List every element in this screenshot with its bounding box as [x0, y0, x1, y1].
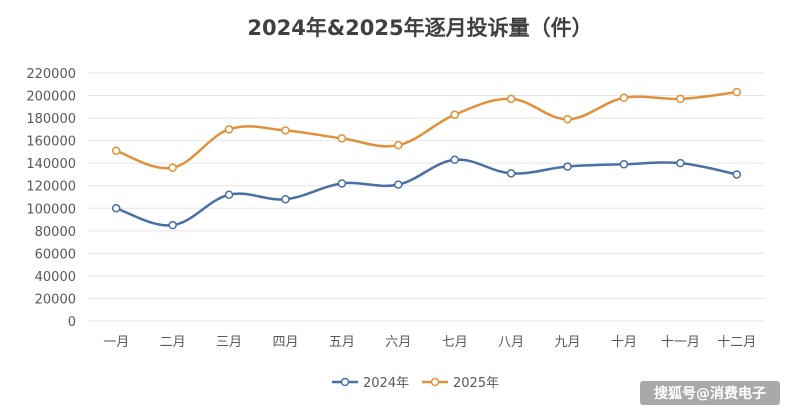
series-layer	[111, 87, 742, 230]
legend: 2024年 2025年	[332, 376, 499, 391]
gridlines	[88, 72, 765, 322]
series-line	[114, 90, 739, 170]
data-point	[563, 114, 572, 124]
data-point	[337, 179, 347, 188]
data-point	[676, 94, 685, 104]
x-tick-label: 五月	[329, 335, 355, 350]
y-tick-label: 220000	[26, 67, 76, 82]
x-tick-label: 十月	[611, 335, 637, 350]
watermark-text: 搜狐号@消费电子	[654, 385, 766, 402]
data-point	[281, 195, 290, 204]
data-point	[394, 140, 403, 150]
data-point	[450, 155, 459, 165]
y-tick-label: 140000	[26, 157, 76, 172]
series-1	[111, 155, 742, 230]
data-point	[619, 93, 629, 103]
y-tick-label: 120000	[26, 180, 76, 195]
x-tick-label: 十二月	[717, 335, 756, 350]
data-point	[732, 87, 742, 97]
y-tick-label: 180000	[26, 112, 76, 127]
data-point	[563, 162, 572, 171]
data-point	[732, 170, 742, 179]
x-tick-label: 二月	[160, 335, 186, 350]
y-tick-label: 160000	[26, 135, 76, 150]
y-tick-label: 80000	[35, 225, 76, 240]
x-axis: 一月 二月 三月 四月 五月 六月 七月 八月 九月 十月 十一月 十二月	[103, 335, 756, 350]
y-tick-label: 60000	[35, 247, 76, 262]
legend-swatch-marker	[430, 377, 440, 387]
data-point	[619, 160, 629, 169]
y-tick-label: 100000	[26, 202, 76, 217]
x-tick-label: 七月	[442, 335, 468, 350]
legend-label: 2025年	[453, 376, 499, 391]
y-tick-label: 20000	[35, 292, 76, 307]
x-tick-label: 一月	[103, 335, 129, 350]
data-point	[450, 110, 459, 119]
data-point	[506, 169, 516, 178]
legend-label: 2024年	[363, 376, 409, 391]
series-line	[114, 158, 739, 227]
x-tick-label: 六月	[385, 335, 411, 350]
data-point	[337, 134, 347, 143]
data-point	[281, 126, 290, 135]
data-point	[676, 158, 685, 168]
legend-swatch-marker	[340, 377, 350, 387]
data-point	[168, 163, 177, 172]
y-axis: 0 20000 40000 60000 80000 100000 120000 140000 1…	[26, 67, 76, 330]
data-point	[224, 125, 234, 134]
x-tick-label: 三月	[216, 335, 242, 350]
legend-item: 2024年	[332, 376, 409, 391]
y-tick-label: 40000	[35, 270, 76, 285]
data-point	[506, 94, 516, 104]
data-point	[168, 220, 177, 230]
x-tick-label: 八月	[498, 335, 524, 350]
data-point	[394, 180, 403, 189]
watermark: 搜狐号@消费电子	[640, 381, 780, 405]
y-tick-label: 200000	[26, 90, 76, 105]
series-2	[111, 87, 742, 172]
watermark-background	[640, 381, 780, 405]
x-tick-label: 四月	[272, 335, 298, 350]
chart-title: 2024年&2025年逐月投诉量（件）	[247, 16, 592, 40]
data-point	[111, 146, 121, 156]
legend-item: 2025年	[422, 376, 499, 391]
data-point	[224, 190, 234, 199]
x-tick-label: 九月	[555, 335, 581, 350]
x-tick-label: 十一月	[661, 335, 700, 350]
y-tick-label: 0	[68, 315, 76, 330]
data-point	[111, 204, 121, 213]
